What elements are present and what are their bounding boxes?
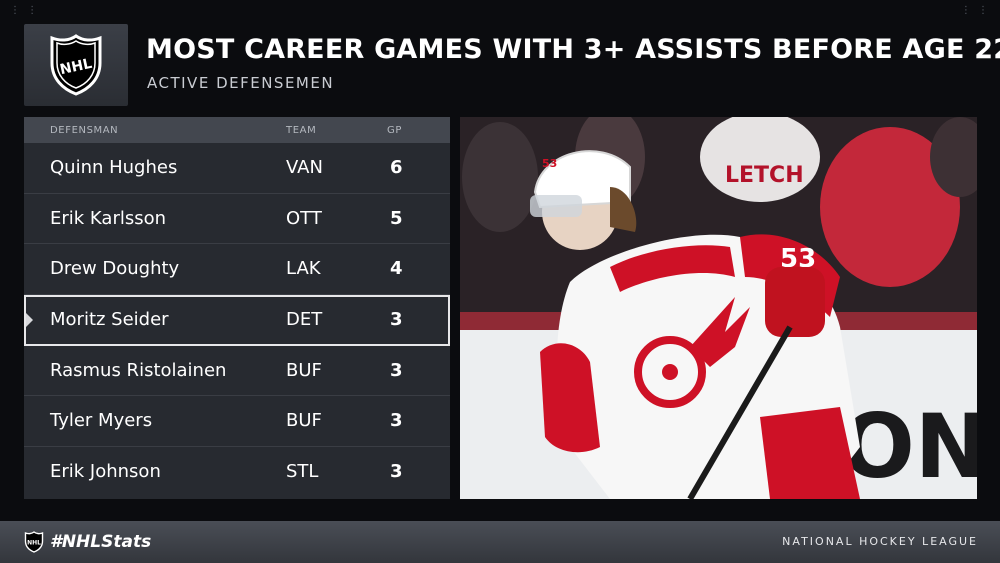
player-team: BUF [286,359,322,381]
player-gp: 3 [390,359,403,381]
board-text: ON [840,395,977,498]
player-gp: 5 [390,207,403,229]
player-name: Erik Karlsson [50,207,167,229]
corner-dots-left: ⋮ ⋮ [10,5,40,16]
player-photo-illustration: LETCH ON 53 53 [460,117,977,499]
table-row: Tyler Myers BUF 3 [24,396,450,448]
table-row: Erik Johnson STL 3 [24,447,450,498]
player-name: Moritz Seider [50,309,169,331]
player-gp: 3 [390,461,403,483]
nhl-shield-icon: NHL [24,531,44,553]
svg-text:53: 53 [542,157,557,170]
player-photo: LETCH ON 53 53 [460,117,977,499]
nhl-shield-icon: NHL [50,34,102,96]
player-name: Rasmus Ristolainen [50,359,227,381]
table-row: Drew Doughty LAK 4 [24,244,450,296]
player-gp: 4 [390,258,403,280]
column-header-team: TEAM [286,125,317,136]
player-gp: 6 [390,157,403,178]
svg-text:NHL: NHL [27,540,41,547]
player-team: LAK [286,258,321,280]
player-team: BUF [286,410,322,432]
page-title: MOST CAREER GAMES WITH 3+ ASSISTS BEFORE… [146,34,1000,65]
footer-brand: NHL #NHLStats [24,531,151,553]
footer-hashtag: #NHLStats [50,532,152,552]
player-name: Erik Johnson [50,461,161,483]
nhl-logo: NHL [24,24,128,106]
player-team: VAN [286,157,323,178]
svg-text:LETCH: LETCH [725,163,804,188]
player-team: OTT [286,207,322,229]
page-subtitle: ACTIVE DEFENSEMEN [147,74,335,92]
footer-bar: NHL #NHLStats NATIONAL HOCKEY LEAGUE [0,521,1000,563]
table-row: Erik Karlsson OTT 5 [24,194,450,245]
stats-table: DEFENSMAN TEAM GP Quinn Hughes VAN 6 Eri… [24,117,450,499]
player-team: DET [286,309,323,331]
corner-dots-right: ⋮ ⋮ [960,5,990,16]
table-row-highlighted: Moritz Seider DET 3 [24,295,450,346]
table-header: DEFENSMAN TEAM GP [24,117,450,143]
row-pointer-icon [26,313,33,328]
player-name: Quinn Hughes [50,157,178,178]
table-row: Rasmus Ristolainen BUF 3 [24,346,450,397]
table-row: Quinn Hughes VAN 6 [24,143,450,194]
player-name: Tyler Myers [50,410,153,432]
footer-league-name: NATIONAL HOCKEY LEAGUE [782,535,978,548]
player-name: Drew Doughty [50,258,180,280]
player-gp: 3 [390,309,403,331]
column-header-defenseman: DEFENSMAN [50,125,119,136]
player-team: STL [286,461,319,483]
svg-text:NHL: NHL [59,56,94,78]
player-gp: 3 [390,410,403,432]
column-header-gp: GP [387,125,402,136]
